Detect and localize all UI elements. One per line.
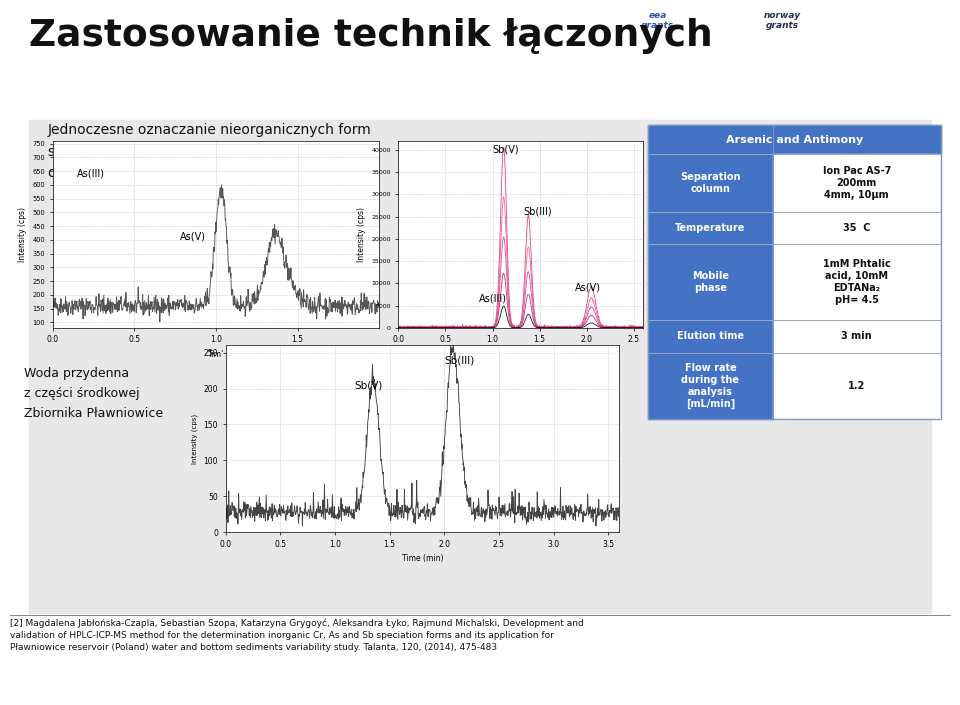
Text: Sb(III): Sb(III) <box>523 207 552 216</box>
Text: Sb(III): Sb(III) <box>444 355 474 365</box>
Text: As(V): As(V) <box>180 232 206 242</box>
Text: Elution time: Elution time <box>677 331 744 341</box>
Text: Arsenic and Antimony: Arsenic and Antimony <box>726 135 863 145</box>
Text: Ion Pac AS-7
200mm
4mm, 10μm: Ion Pac AS-7 200mm 4mm, 10μm <box>823 166 891 200</box>
Bar <box>773 212 941 244</box>
Bar <box>773 320 941 352</box>
Text: Sb(V): Sb(V) <box>492 144 519 154</box>
Text: Jednoczesne oznaczanie nieorganicznych form
specjacyjnych arsenu i antymonu w wo: Jednoczesne oznaczanie nieorganicznych f… <box>48 123 372 180</box>
X-axis label: Time (min): Time (min) <box>401 554 444 563</box>
X-axis label: Time (min): Time (min) <box>500 350 541 359</box>
Text: As(III): As(III) <box>478 293 507 303</box>
Bar <box>648 244 773 320</box>
Text: 1.2: 1.2 <box>849 381 865 391</box>
Text: 35  C: 35 C <box>843 223 871 233</box>
Text: Mobile
phase: Mobile phase <box>692 271 729 293</box>
Text: Separation
column: Separation column <box>680 171 741 194</box>
Bar <box>648 154 773 212</box>
Bar <box>773 244 941 320</box>
Bar <box>648 125 941 419</box>
Text: As(V): As(V) <box>575 282 601 292</box>
Bar <box>773 154 941 212</box>
Text: 1mM Phtalic
acid, 10mM
EDTANa₂
pH= 4.5: 1mM Phtalic acid, 10mM EDTANa₂ pH= 4.5 <box>823 259 891 305</box>
Text: 3 min: 3 min <box>842 331 872 341</box>
Text: Temperature: Temperature <box>675 223 746 233</box>
Text: Flow rate
during the
analysis
[mL/min]: Flow rate during the analysis [mL/min] <box>682 363 739 409</box>
Bar <box>648 352 773 419</box>
Y-axis label: Intensity (cps): Intensity (cps) <box>357 207 366 262</box>
Bar <box>648 320 773 352</box>
Text: Woda przydenna
z części środkowej
Zbiornika Pławniowice: Woda przydenna z części środkowej Zbiorn… <box>24 367 163 419</box>
Text: eea
grants: eea grants <box>641 11 674 30</box>
Text: Sb(V): Sb(V) <box>354 381 383 391</box>
Text: [2] Magdalena Jabłońska-Czapla, Sebastian Szopa, Katarzyna Grygoyć, Aleksandra Ł: [2] Magdalena Jabłońska-Czapla, Sebastia… <box>10 619 584 652</box>
Y-axis label: Intensity (cps): Intensity (cps) <box>191 414 198 464</box>
Text: As(III): As(III) <box>77 168 106 178</box>
Text: norway
grants: norway grants <box>764 11 801 30</box>
Bar <box>29 120 931 613</box>
Bar <box>773 352 941 419</box>
Y-axis label: Intensity (cps): Intensity (cps) <box>18 207 27 262</box>
Bar <box>648 212 773 244</box>
Text: Zastosowanie technik łączonych: Zastosowanie technik łączonych <box>29 18 712 54</box>
X-axis label: Tim’: Tim’ <box>207 350 225 359</box>
Bar <box>648 125 941 154</box>
